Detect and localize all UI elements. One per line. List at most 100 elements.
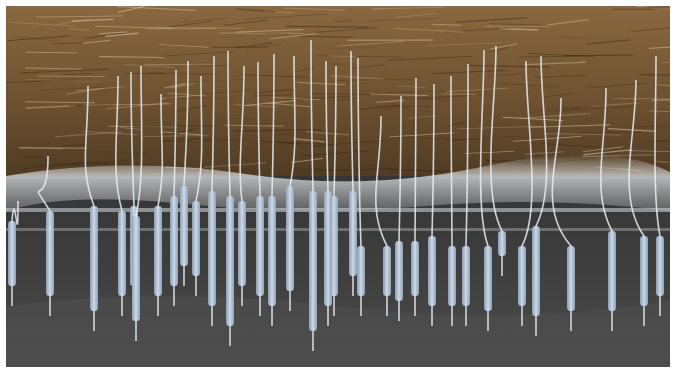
rock-streak — [260, 140, 300, 145]
rock-streak — [330, 75, 384, 80]
wellbore-trajectory — [551, 97, 572, 331]
rock-streak — [39, 86, 107, 91]
wellbore-trajectory — [450, 75, 453, 326]
rock-streak — [233, 129, 322, 132]
wellbore-trajectory — [289, 55, 296, 311]
rock-streak — [524, 61, 587, 66]
rock-streak — [525, 151, 565, 155]
wellbore-interval — [411, 241, 419, 296]
rock-streak — [314, 26, 377, 34]
rock-streak — [244, 13, 327, 20]
rock-streak — [148, 72, 217, 75]
rock-streak — [36, 15, 124, 18]
rock-streak — [457, 125, 542, 130]
rock-streak — [9, 21, 75, 27]
wellbore-interval — [395, 241, 403, 301]
wellbore-interval — [8, 221, 16, 286]
rock-streak — [237, 8, 276, 13]
rock-texture — [6, 6, 670, 175]
rock-streak — [297, 81, 346, 86]
rock-streak — [283, 7, 345, 11]
rock-streak — [589, 102, 639, 107]
rock-streak — [284, 95, 352, 101]
rock-streak — [446, 87, 510, 92]
rock-streak — [99, 55, 165, 59]
rock-streak — [61, 144, 86, 147]
rock-streak — [191, 64, 228, 67]
wellbore-trajectory — [628, 79, 645, 326]
rock-streak — [160, 131, 203, 136]
rock-streak — [337, 41, 405, 47]
rock-streak — [502, 116, 563, 122]
wellbore-interval — [90, 206, 98, 311]
wellbore-interval — [567, 246, 575, 311]
wellbore-interval — [154, 206, 162, 296]
rock-streak — [554, 105, 639, 112]
rock-streak — [7, 35, 72, 42]
rock-streak — [586, 39, 631, 45]
rock-streak — [625, 125, 670, 128]
rock-streak — [235, 29, 303, 33]
rock-streak — [189, 89, 251, 96]
rock-streak — [124, 64, 174, 68]
rock-streak — [548, 18, 590, 26]
rock-streak — [443, 27, 511, 33]
rock-streak — [95, 25, 175, 29]
rock-streak — [656, 161, 670, 163]
rock-streak — [293, 138, 325, 143]
wellbore-trajectory — [357, 57, 362, 316]
rock-streak — [543, 132, 623, 136]
rock-streak — [305, 131, 350, 136]
rock-streak — [117, 6, 144, 13]
wellbore-interval — [132, 216, 140, 321]
rock-streak — [657, 83, 670, 87]
rock-streak — [651, 99, 670, 101]
rock-streak — [349, 64, 385, 69]
rock-streak — [583, 149, 633, 156]
rock-streak — [468, 64, 550, 68]
rock-streak — [234, 42, 272, 49]
rock-streak — [244, 99, 296, 107]
wellbore-trajectory — [37, 155, 51, 316]
3d-viewport[interactable] — [6, 6, 670, 367]
rock-streak — [330, 63, 358, 65]
rock-streak — [245, 43, 283, 49]
rock-streak — [370, 18, 436, 22]
rock-streak — [25, 78, 102, 83]
rock-streak — [489, 23, 542, 26]
rock-streak — [272, 129, 339, 136]
rock-streak — [630, 27, 670, 33]
wellbore-trajectory — [173, 69, 177, 306]
wellbore-trajectory — [333, 65, 337, 316]
rock-streak — [626, 150, 670, 153]
wellbore-interval — [498, 231, 506, 256]
rock-streak — [335, 78, 414, 82]
rock-streak — [53, 42, 84, 45]
rock-streak — [370, 6, 446, 10]
rock-streak — [269, 33, 319, 40]
rock-streak — [55, 131, 122, 138]
rock-streak — [253, 94, 292, 97]
rock-streak — [58, 163, 96, 167]
wellbore-interval — [192, 201, 200, 276]
rock-streak — [647, 6, 670, 8]
wellbore-interval — [608, 231, 616, 311]
rock-streak — [648, 110, 670, 112]
rock-streak — [65, 87, 103, 95]
rock-streak — [116, 6, 196, 12]
rock-streak — [25, 51, 77, 54]
wellbore-group — [8, 39, 664, 351]
wellbore-interval — [640, 236, 648, 306]
terrain-shading — [6, 296, 670, 367]
rock-streak — [490, 43, 518, 50]
wellbore-interval — [518, 246, 526, 306]
rock-streak — [170, 82, 196, 89]
wellbore-trajectory — [257, 61, 261, 316]
rock-streak — [408, 115, 437, 119]
rock-streak — [518, 55, 581, 58]
rock-streak — [373, 90, 448, 94]
rock-streak — [432, 23, 462, 26]
rock-streak — [499, 27, 539, 31]
rock-streak — [392, 136, 481, 141]
rock-streak — [607, 127, 656, 132]
